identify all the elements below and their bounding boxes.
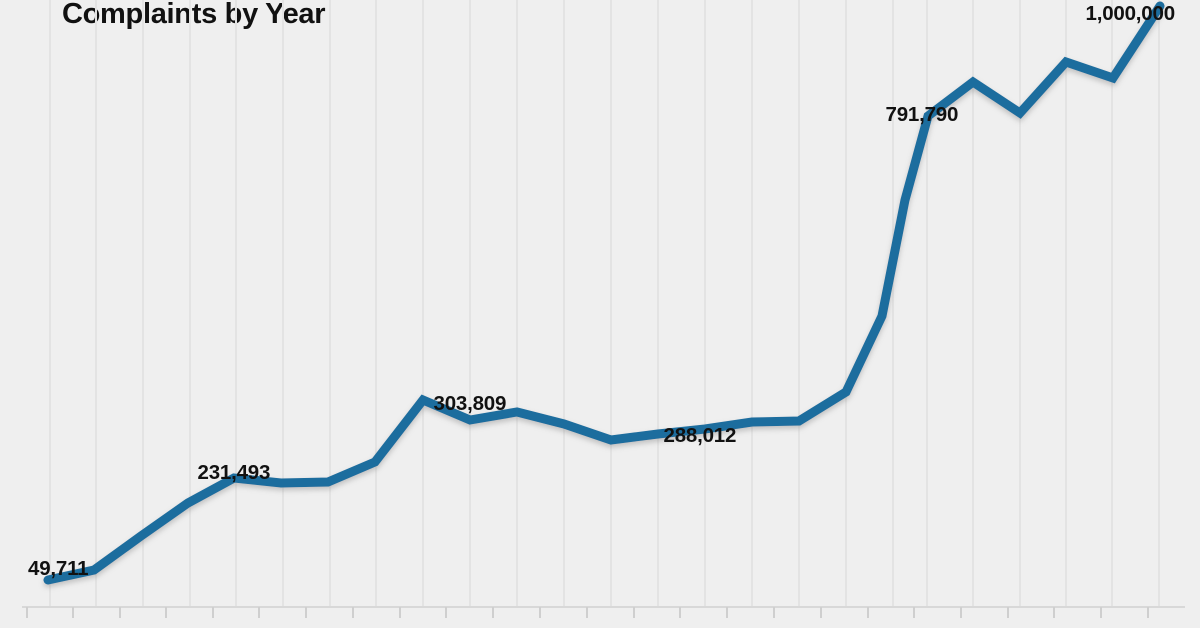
data-label: 303,809	[433, 392, 507, 415]
data-label: 1,000,000	[1085, 2, 1176, 25]
data-label: 791,790	[885, 103, 959, 126]
gridlines	[49, 0, 1160, 607]
data-label: 231,493	[197, 461, 271, 484]
complaints-line	[43, 1, 1165, 585]
data-label: 49,711	[28, 557, 89, 580]
x-axis	[22, 606, 1185, 618]
data-label: 288,012	[663, 424, 737, 447]
chart-title: Complaints by Year	[62, 0, 326, 30]
complaints-line-series	[43, 1, 1165, 585]
